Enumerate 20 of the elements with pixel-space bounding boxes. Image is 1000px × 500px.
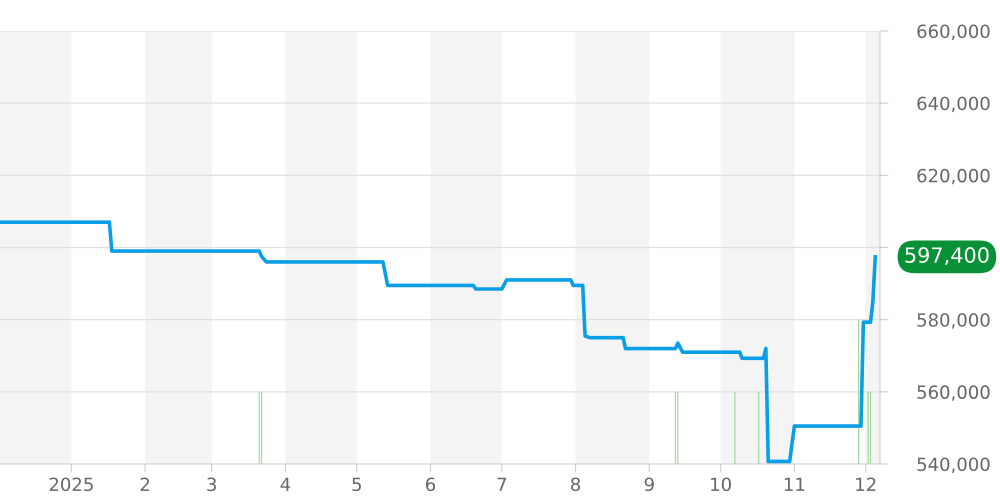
x-tick-label: 5 [352, 478, 361, 492]
line-series [0, 220, 878, 464]
x-tick-label: 10 [711, 478, 731, 492]
x-tick-label: 3 [207, 478, 216, 492]
x-tick-label: 2 [140, 478, 150, 491]
x-tick-label: 6 [426, 478, 436, 492]
x-tick-label: 9 [644, 478, 654, 492]
x-tick-label: 2025 [50, 478, 93, 492]
y-tick-label: 580,000 [918, 313, 990, 329]
y-tick-label: 640,000 [917, 96, 990, 112]
x-tick-label: 11 [784, 478, 804, 491]
y-tick-label: 560,000 [918, 385, 990, 401]
x-tick-label: 4 [280, 478, 290, 491]
x-tick-label: 8 [571, 478, 580, 492]
annotation: 597,400 [905, 247, 989, 266]
y-tick-label: 660,000 [917, 24, 990, 40]
y-tick-label: 620,000 [917, 168, 990, 184]
x-tick-label: 12 [856, 478, 876, 491]
y-tick-label: 540,000 [918, 457, 990, 473]
x-tick-label: 7 [498, 478, 506, 491]
